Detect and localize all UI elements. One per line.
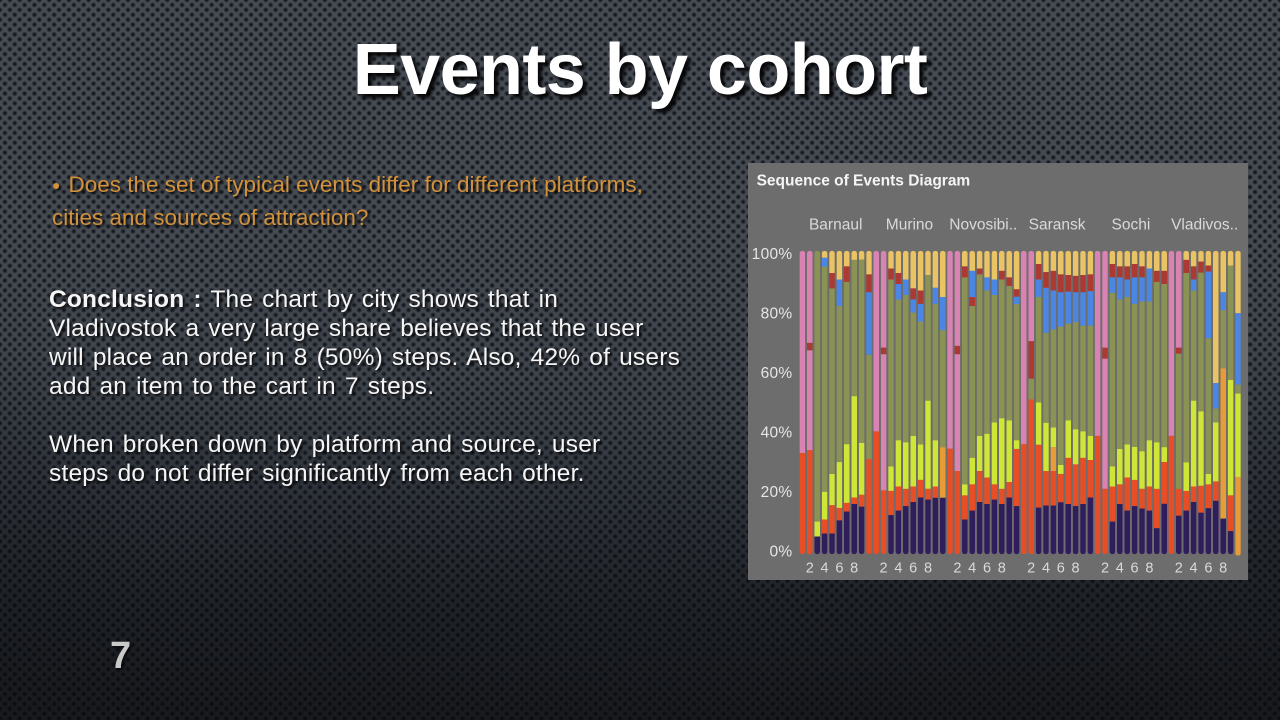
svg-text:8: 8	[998, 560, 1006, 576]
svg-text:2: 2	[1175, 560, 1183, 576]
svg-text:8: 8	[1219, 560, 1227, 576]
svg-text:Sequence of Events Diagram: Sequence of Events Diagram	[757, 172, 971, 189]
svg-text:60%: 60%	[761, 365, 793, 382]
svg-text:Sochi: Sochi	[1112, 217, 1151, 234]
svg-text:2: 2	[1101, 560, 1109, 576]
svg-text:6: 6	[1131, 560, 1139, 576]
svg-text:8: 8	[1072, 560, 1080, 576]
svg-text:Barnaul: Barnaul	[809, 217, 862, 234]
svg-text:8: 8	[850, 560, 858, 576]
svg-text:6: 6	[1057, 560, 1065, 576]
svg-text:40%: 40%	[761, 425, 793, 442]
svg-text:Novosibi..: Novosibi..	[949, 217, 1017, 234]
svg-text:4: 4	[894, 560, 902, 576]
svg-text:Saransk: Saransk	[1029, 217, 1086, 234]
svg-text:4: 4	[1190, 560, 1198, 576]
svg-text:2: 2	[953, 560, 961, 576]
svg-text:8: 8	[924, 560, 932, 576]
svg-text:6: 6	[1204, 560, 1212, 576]
svg-text:4: 4	[821, 560, 829, 576]
svg-text:6: 6	[983, 560, 991, 576]
svg-text:2: 2	[1027, 560, 1035, 576]
svg-text:20%: 20%	[761, 484, 793, 501]
svg-text:8: 8	[1145, 560, 1153, 576]
svg-text:80%: 80%	[761, 305, 793, 322]
svg-text:Vladivos..: Vladivos..	[1171, 217, 1238, 234]
svg-text:100%: 100%	[752, 246, 793, 263]
svg-text:2: 2	[806, 560, 814, 576]
svg-text:2: 2	[880, 560, 888, 576]
svg-text:4: 4	[1116, 560, 1124, 576]
svg-text:4: 4	[968, 560, 976, 576]
svg-text:6: 6	[835, 560, 843, 576]
svg-text:0%: 0%	[769, 544, 792, 561]
svg-text:6: 6	[909, 560, 917, 576]
svg-text:Murino: Murino	[886, 217, 933, 234]
svg-text:4: 4	[1042, 560, 1050, 576]
